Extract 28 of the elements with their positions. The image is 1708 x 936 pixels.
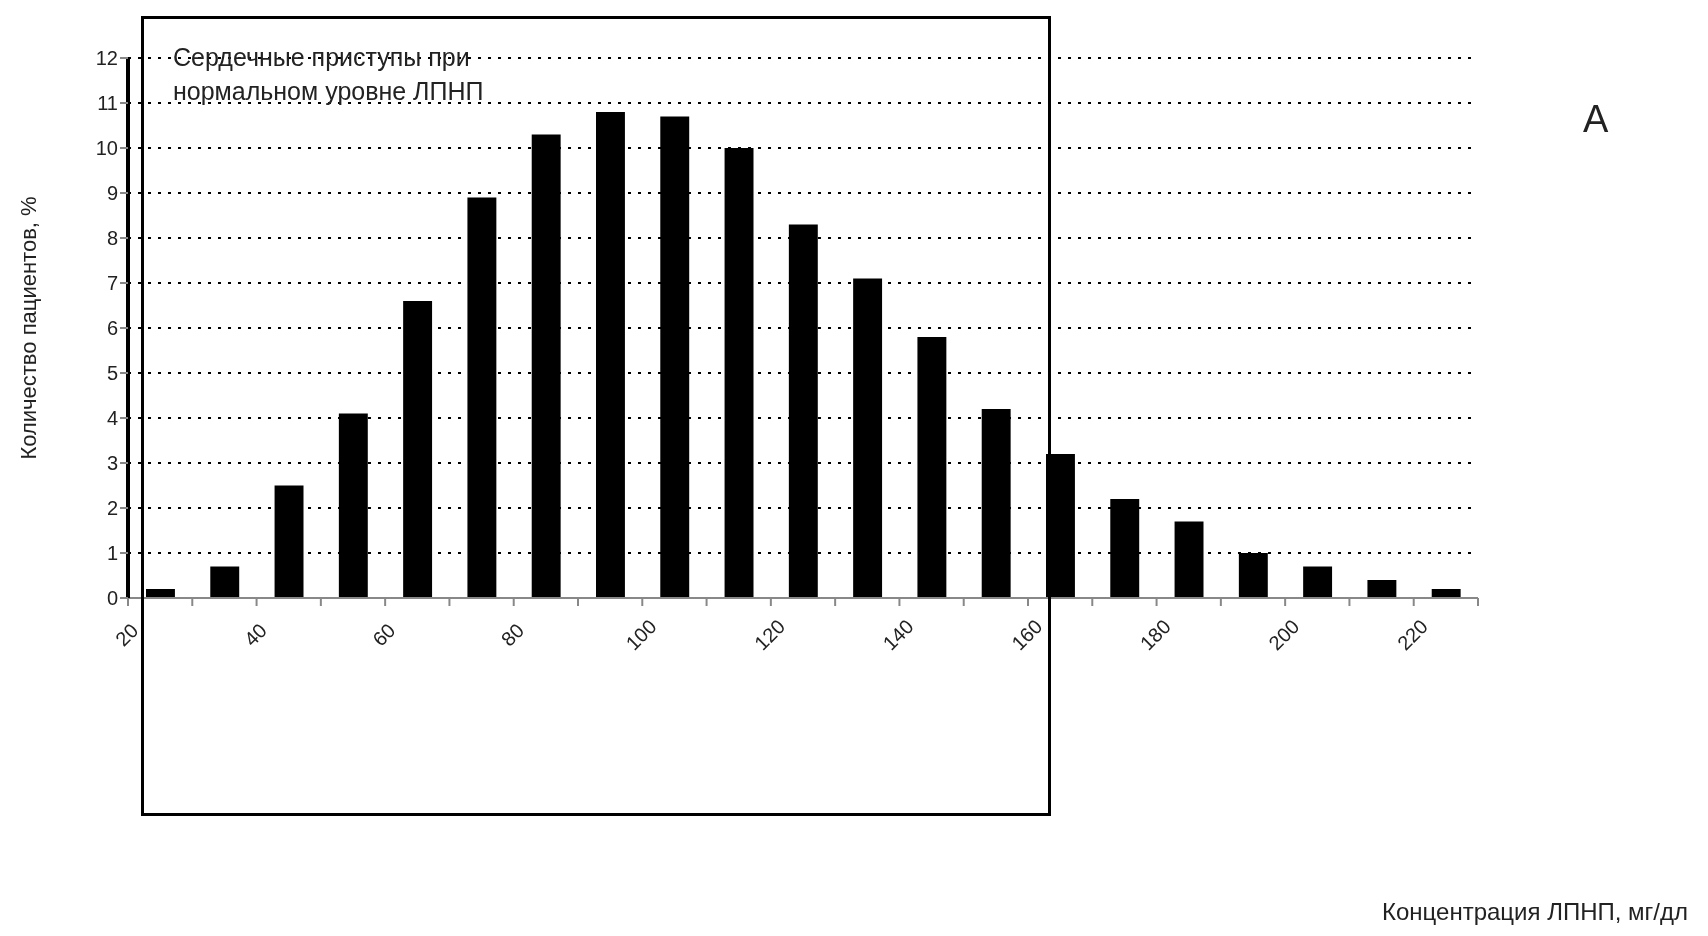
x-tick-label: 40 — [239, 619, 271, 651]
x-tick-label: 120 — [750, 615, 790, 655]
text: A — [1583, 98, 1609, 141]
text: Концентрация ЛПНП, мг/дл — [1381, 898, 1688, 926]
y-tick-label: 0 — [106, 587, 118, 610]
y-tick-label: 5 — [106, 362, 118, 385]
y-tick-label: 11 — [97, 92, 118, 115]
x-tick-label: 160 — [1007, 615, 1047, 655]
y-tick-label: 4 — [106, 407, 118, 430]
x-tick-label: 100 — [621, 615, 661, 655]
y-tick-label: 9 — [106, 182, 118, 205]
annotation: Сердечные приступы при нормальном уровне ЛПНП — [173, 42, 485, 107]
y-tick-label: 3 — [106, 452, 118, 475]
y-tick-label: 1 — [106, 542, 118, 565]
x-tick-label: 200 — [1264, 615, 1304, 655]
y-axis-title: Количество пациентов, % — [15, 196, 41, 460]
x-tick-label: 80 — [496, 619, 529, 651]
x-tick-label: 20 — [111, 619, 143, 651]
y-tick-label: 7 — [106, 272, 118, 295]
y-tick-label: 6 — [106, 317, 118, 340]
x-tick-label: 220 — [1392, 615, 1433, 655]
x-tick-label: 140 — [878, 615, 918, 655]
y-tick-label: 12 — [95, 47, 118, 70]
y-tick-label: 2 — [106, 497, 118, 520]
x-tick-label: 60 — [368, 619, 400, 651]
x-tick-label: 180 — [1135, 615, 1175, 655]
y-tick-label: 10 — [95, 137, 118, 160]
y-tick-label: 8 — [106, 227, 118, 250]
